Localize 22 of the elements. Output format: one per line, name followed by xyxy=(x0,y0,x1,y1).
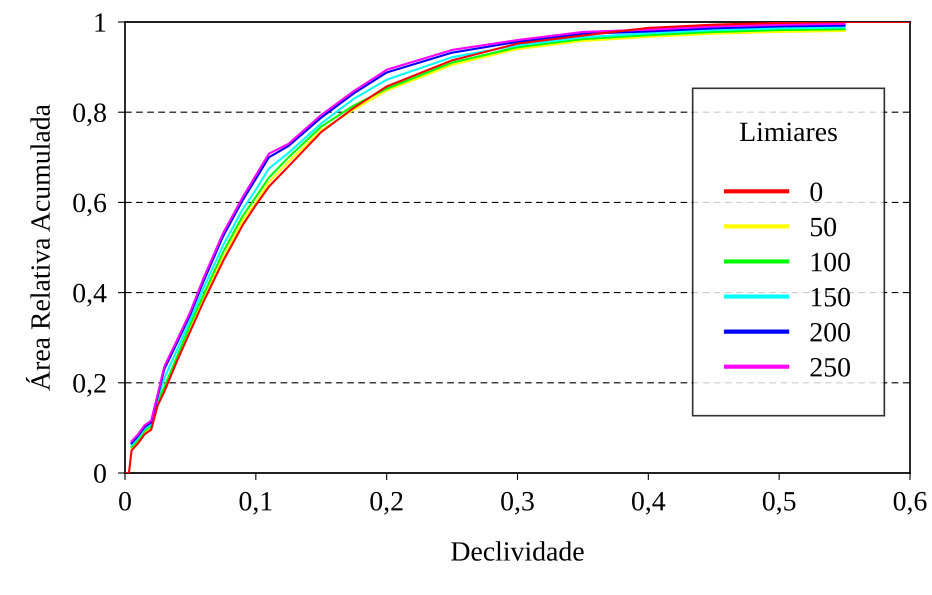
x-tick-label: 0,1 xyxy=(240,492,272,515)
y-tick-label: 1 xyxy=(96,13,106,32)
legend-label: 50 xyxy=(810,218,836,236)
legend-label: 100 xyxy=(812,252,850,272)
y-axis-title: Área Relativa Acumulada xyxy=(26,104,50,391)
y-tick-label: 0,8 xyxy=(73,103,106,126)
x-tick-label: 0,3 xyxy=(501,492,534,515)
x-tick-label: 0,6 xyxy=(894,492,927,515)
x-tick-label: 0,2 xyxy=(370,492,402,515)
legend-label: 200 xyxy=(810,322,850,342)
legend-label: 250 xyxy=(810,358,850,377)
y-tick-label: 0,6 xyxy=(73,194,106,216)
legend-label: 150 xyxy=(812,288,850,307)
x-tick-label: 0,5 xyxy=(762,492,796,515)
y-tick-label: 0,2 xyxy=(73,374,106,397)
y-tick-label: 0 xyxy=(94,464,106,483)
x-axis-title: Declividade xyxy=(451,541,584,561)
legend-title: Limiares xyxy=(740,122,837,142)
x-tick-label: 0 xyxy=(119,492,131,511)
y-tick-label: 0,4 xyxy=(73,284,107,307)
legend-label: 0 xyxy=(810,182,822,202)
x-tick-label: 0,4 xyxy=(632,492,666,515)
